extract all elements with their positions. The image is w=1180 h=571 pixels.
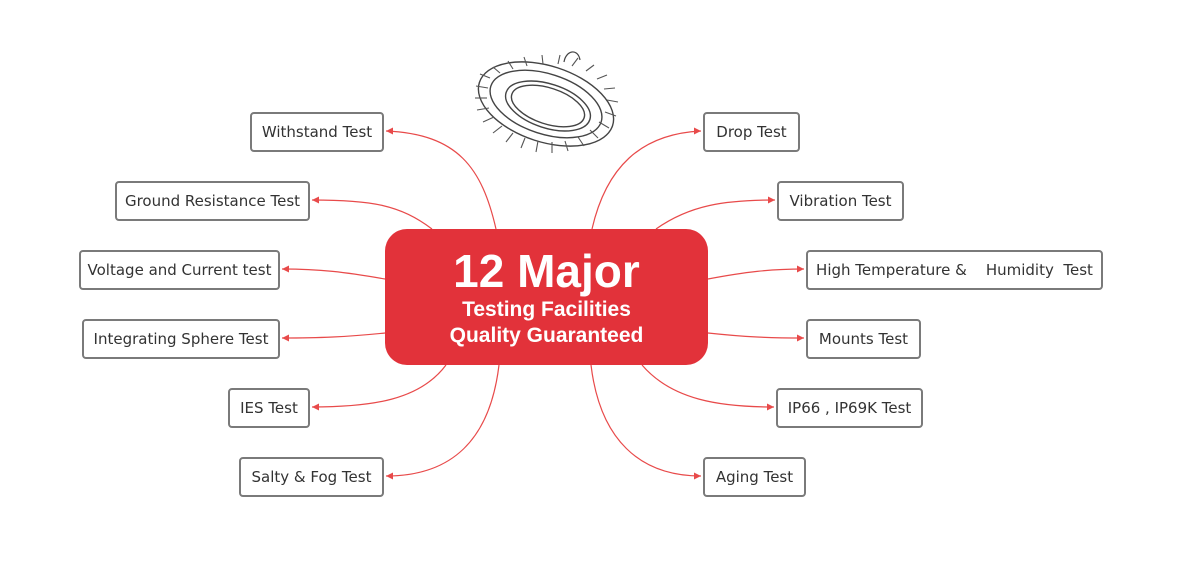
test-node-ground-resistance: Ground Resistance Test (115, 181, 310, 221)
hub-subtitle-line-2: Quality Guaranteed (449, 324, 644, 347)
connector-arrowhead (768, 196, 775, 204)
connector-line (311, 364, 447, 408)
connector-line (281, 332, 386, 339)
connector-line (281, 268, 386, 280)
test-node-aging: Aging Test (703, 457, 806, 497)
test-node-integrating-sphere: Integrating Sphere Test (82, 319, 280, 359)
connector-arrowhead (797, 265, 804, 273)
central-hub: 12 Major Testing Facilities Quality Guar… (385, 229, 708, 365)
connector-line (590, 364, 702, 477)
test-node-high-temp-humidity: High Temperature & Humidity Test (806, 250, 1103, 290)
connector-line (591, 130, 702, 230)
test-node-salty-fog: Salty & Fog Test (239, 457, 384, 497)
connector-line (707, 332, 805, 339)
connector-arrowhead (312, 196, 319, 204)
connector-line (385, 364, 500, 477)
test-node-ip66-ip69k: IP66 , IP69K Test (776, 388, 923, 428)
test-node-vibration: Vibration Test (777, 181, 904, 221)
connector-arrowhead (386, 127, 393, 135)
test-node-voltage-current: Voltage and Current test (79, 250, 280, 290)
test-node-withstand: Withstand Test (250, 112, 384, 152)
test-node-ies: IES Test (228, 388, 310, 428)
connector-arrowhead (694, 127, 701, 135)
connector-line (311, 199, 433, 230)
connector-line (707, 268, 805, 280)
connector-line (641, 364, 775, 408)
connector-line (385, 130, 497, 230)
connector-arrowhead (797, 334, 804, 342)
connector-arrowhead (282, 334, 289, 342)
connector-arrowhead (312, 403, 319, 411)
ufo-high-bay-light-icon (475, 51, 619, 153)
test-node-drop: Drop Test (703, 112, 800, 152)
hub-subtitle-line-1: Testing Facilities (462, 298, 631, 321)
hub-title: 12 Major (453, 245, 640, 297)
connector-line (655, 199, 776, 230)
connector-arrowhead (386, 472, 393, 480)
connector-arrowhead (767, 403, 774, 411)
connector-arrowhead (694, 472, 701, 480)
connector-arrowhead (282, 265, 289, 273)
test-node-mounts: Mounts Test (806, 319, 921, 359)
